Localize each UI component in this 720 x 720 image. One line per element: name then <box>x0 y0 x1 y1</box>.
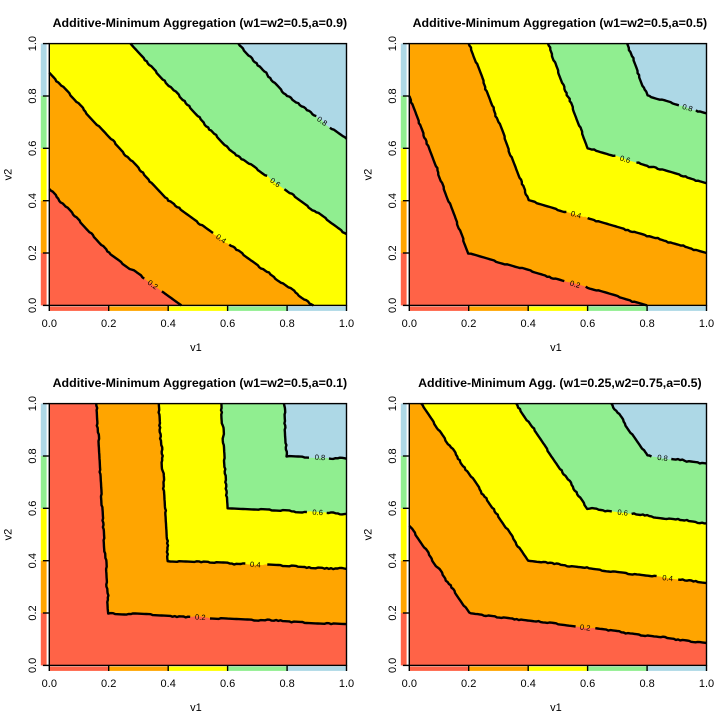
svg-text:0.6: 0.6 <box>312 508 323 517</box>
svg-text:0.0: 0.0 <box>402 678 417 690</box>
svg-text:0.6: 0.6 <box>619 153 632 165</box>
svg-text:0.2: 0.2 <box>27 245 39 260</box>
svg-text:0.2: 0.2 <box>27 605 39 620</box>
svg-text:0.4: 0.4 <box>662 573 674 583</box>
svg-text:v2: v2 <box>3 529 15 541</box>
svg-text:0.6: 0.6 <box>27 501 39 516</box>
svg-text:v2: v2 <box>363 169 375 181</box>
svg-text:0.2: 0.2 <box>195 613 206 622</box>
svg-text:0.4: 0.4 <box>521 318 536 330</box>
svg-text:0.2: 0.2 <box>461 318 476 330</box>
svg-text:0.8: 0.8 <box>27 88 39 103</box>
svg-text:0.4: 0.4 <box>161 318 176 330</box>
svg-text:0.0: 0.0 <box>42 678 57 690</box>
svg-text:v1: v1 <box>190 702 202 714</box>
svg-text:0.8: 0.8 <box>279 678 294 690</box>
svg-text:1.0: 1.0 <box>699 318 714 330</box>
svg-text:0.4: 0.4 <box>27 553 39 568</box>
svg-text:0.4: 0.4 <box>521 678 536 690</box>
svg-text:0.4: 0.4 <box>387 193 399 208</box>
svg-text:0.4: 0.4 <box>387 553 399 568</box>
svg-text:0.2: 0.2 <box>579 623 591 633</box>
svg-text:0.4: 0.4 <box>161 678 176 690</box>
svg-text:0.0: 0.0 <box>387 298 399 313</box>
svg-text:1.0: 1.0 <box>27 36 39 51</box>
svg-text:0.8: 0.8 <box>279 318 294 330</box>
svg-text:1.0: 1.0 <box>339 678 354 690</box>
svg-text:0.8: 0.8 <box>639 318 654 330</box>
svg-text:1.0: 1.0 <box>699 678 714 690</box>
svg-text:0.6: 0.6 <box>387 141 399 156</box>
svg-text:0.4: 0.4 <box>570 209 583 221</box>
svg-text:0.0: 0.0 <box>27 298 39 313</box>
svg-text:0.4: 0.4 <box>250 560 261 569</box>
svg-text:0.6: 0.6 <box>387 501 399 516</box>
svg-text:0.0: 0.0 <box>402 318 417 330</box>
svg-text:Additive-Minimum Aggregation (: Additive-Minimum Aggregation (w1=w2=0.5,… <box>53 376 348 390</box>
svg-text:v2: v2 <box>3 169 15 181</box>
svg-text:Additive-Minimum Aggregation (: Additive-Minimum Aggregation (w1=w2=0.5,… <box>53 16 348 30</box>
svg-text:0.6: 0.6 <box>580 678 595 690</box>
svg-text:0.6: 0.6 <box>27 141 39 156</box>
svg-text:1.0: 1.0 <box>339 318 354 330</box>
svg-text:0.2: 0.2 <box>101 678 116 690</box>
svg-text:v1: v1 <box>550 702 562 714</box>
svg-text:0.8: 0.8 <box>639 678 654 690</box>
svg-text:Additive-Minimum Agg. (w1=0.25: Additive-Minimum Agg. (w1=0.25,w2=0.75,a… <box>418 376 702 390</box>
svg-text:0.0: 0.0 <box>42 318 57 330</box>
svg-text:0.8: 0.8 <box>681 102 694 114</box>
svg-text:1.0: 1.0 <box>27 396 39 411</box>
svg-text:0.8: 0.8 <box>27 448 39 463</box>
svg-text:v2: v2 <box>363 529 375 541</box>
svg-text:0.8: 0.8 <box>315 453 326 462</box>
svg-text:Additive-Minimum Aggregation (: Additive-Minimum Aggregation (w1=w2=0.5,… <box>413 16 708 30</box>
svg-text:0.6: 0.6 <box>617 508 629 518</box>
svg-text:0.6: 0.6 <box>580 318 595 330</box>
svg-text:0.0: 0.0 <box>387 658 399 673</box>
svg-text:0.2: 0.2 <box>101 318 116 330</box>
svg-text:0.2: 0.2 <box>569 278 582 290</box>
svg-text:1.0: 1.0 <box>387 36 399 51</box>
svg-text:v1: v1 <box>550 342 562 354</box>
svg-text:0.2: 0.2 <box>387 605 399 620</box>
svg-text:1.0: 1.0 <box>387 396 399 411</box>
svg-text:0.8: 0.8 <box>387 448 399 463</box>
svg-text:0.8: 0.8 <box>387 88 399 103</box>
svg-text:0.4: 0.4 <box>27 193 39 208</box>
svg-text:0.6: 0.6 <box>220 678 235 690</box>
svg-text:0.6: 0.6 <box>220 318 235 330</box>
svg-text:0.2: 0.2 <box>387 245 399 260</box>
svg-text:v1: v1 <box>190 342 202 354</box>
svg-text:0.2: 0.2 <box>461 678 476 690</box>
svg-text:0.0: 0.0 <box>27 658 39 673</box>
svg-text:0.8: 0.8 <box>657 453 669 463</box>
